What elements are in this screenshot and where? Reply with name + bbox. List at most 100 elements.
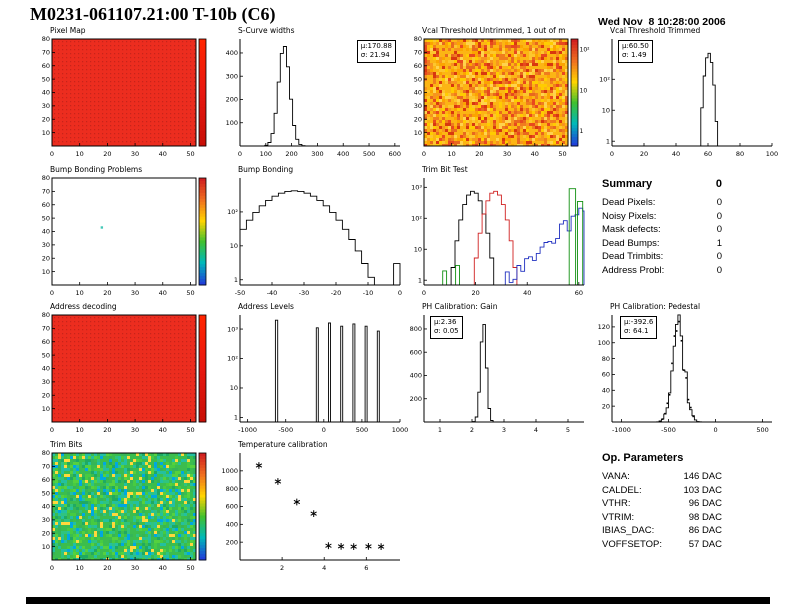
svg-text:30: 30	[42, 241, 50, 249]
svg-text:20: 20	[103, 150, 111, 158]
panel-address-decoding: Address decoding 0 10 20 30 40 50 10 20 30 40 50 60…	[34, 302, 220, 438]
op-parameter-row-value: 86 DAC	[688, 525, 722, 536]
vcal-threshold-trimmed-plot: 0 20 40 60 80 100 1 10 10²	[599, 39, 778, 158]
vcal-threshold-untrimmed-plot: 0 10 20 30 40 50 10 20 30 40 50 60 70 80 10² 10 1	[414, 35, 591, 158]
svg-text:20: 20	[602, 402, 610, 410]
svg-text:40: 40	[42, 503, 50, 511]
svg-text:60: 60	[414, 62, 422, 70]
svg-text:10³: 10³	[227, 325, 238, 333]
svg-text:20: 20	[42, 254, 50, 262]
svg-text:10: 10	[76, 289, 84, 297]
svg-text:-500: -500	[661, 426, 676, 434]
op-parameter-row: VANA: 146 DAC	[602, 471, 722, 482]
trim-bits-plot: 0 10 20 30 40 50 10 20 30 40 50 60 70 80	[42, 449, 207, 572]
svg-text:40: 40	[42, 365, 50, 373]
summary-header: Summary 0	[602, 178, 722, 190]
op-parameter-row: VTHR: 96 DAC	[602, 498, 722, 509]
svg-text:20: 20	[103, 564, 111, 572]
svg-text:20: 20	[414, 115, 422, 123]
op-parameter-row-label: VTRIM:	[602, 511, 635, 523]
svg-text:10²: 10²	[411, 214, 422, 222]
svg-text:60: 60	[575, 289, 583, 297]
plot-title: Trim Bits	[50, 440, 83, 449]
stats-box: μ:170.88 σ: 21.94	[356, 40, 396, 63]
op-parameter-row-value: 57 DAC	[688, 538, 722, 550]
stat-sigma: σ: 1.49	[622, 51, 647, 60]
svg-text:0: 0	[322, 426, 326, 434]
svg-text:600: 600	[389, 150, 401, 158]
pixel-map-plot: 0 10 20 30 40 50 10 20 30 40 50 60 70 80	[42, 35, 207, 158]
plot-title: Pixel Map	[50, 26, 86, 35]
svg-text:10: 10	[602, 106, 610, 114]
svg-text:10: 10	[76, 564, 84, 572]
svg-text:600: 600	[410, 348, 422, 356]
op-parameter-row-value: 98 DAC	[688, 511, 722, 523]
canvas-bottom-border	[26, 597, 770, 604]
summary-row: Dead Trimbits: 0	[602, 251, 722, 262]
svg-text:800: 800	[410, 325, 422, 333]
op-parameter-row-label: VTHR:	[602, 498, 631, 509]
svg-text:0: 0	[610, 150, 614, 158]
temperature-calibration-plot: 2 4 6 200 400 600 800 1000	[222, 453, 400, 572]
timestamp: Wed Nov 8 10:28:00 2006	[598, 16, 726, 28]
panel-bump-bonding: Bump Bonding -50 -40 -30 -20 -10 0 1 10 10²	[222, 165, 408, 301]
panel-bump-bonding-problems: Bump Bonding Problems 0 10 20 30 40 50 10 20 30 4…	[34, 165, 220, 301]
svg-text:0: 0	[50, 564, 54, 572]
svg-text:50: 50	[186, 564, 194, 572]
svg-text:80: 80	[602, 355, 610, 363]
svg-text:50: 50	[186, 289, 194, 297]
svg-text:200: 200	[226, 96, 238, 104]
svg-text:10: 10	[580, 87, 588, 94]
svg-text:0: 0	[713, 426, 717, 434]
svg-text:1: 1	[234, 414, 238, 422]
svg-text:200: 200	[410, 395, 422, 403]
svg-text:500: 500	[356, 426, 368, 434]
summary-title: Summary	[602, 178, 653, 190]
svg-text:10²: 10²	[580, 47, 591, 54]
summary-row-value: 0	[716, 197, 722, 208]
svg-text:40: 40	[414, 89, 422, 97]
svg-text:1: 1	[606, 137, 610, 145]
svg-text:-1000: -1000	[238, 426, 257, 434]
stat-sigma: σ: 64.1	[624, 327, 649, 336]
svg-text:10³: 10³	[411, 184, 422, 192]
summary-row-label: Dead Pixels:	[602, 197, 656, 208]
svg-text:60: 60	[602, 371, 610, 379]
plot-title: Address Levels	[238, 302, 294, 311]
svg-text:200: 200	[226, 538, 238, 546]
svg-text:30: 30	[131, 426, 139, 434]
plot-title: Temperature calibration	[238, 440, 328, 449]
svg-text:20: 20	[42, 529, 50, 537]
svg-text:6: 6	[364, 564, 368, 572]
svg-text:400: 400	[226, 521, 238, 529]
svg-text:80: 80	[42, 449, 50, 457]
svg-text:0: 0	[50, 150, 54, 158]
svg-text:70: 70	[42, 463, 50, 471]
svg-text:30: 30	[414, 102, 422, 110]
svg-text:70: 70	[42, 188, 50, 196]
summary-row-label: Noisy Pixels:	[602, 210, 657, 222]
svg-text:0: 0	[422, 150, 426, 158]
svg-text:10: 10	[42, 543, 50, 551]
svg-text:80: 80	[414, 35, 422, 43]
svg-text:20: 20	[103, 426, 111, 434]
svg-text:100: 100	[260, 150, 272, 158]
svg-text:1000: 1000	[392, 426, 408, 434]
summary-row: Dead Pixels: 0	[602, 197, 722, 208]
address-decoding-plot: 0 10 20 30 40 50 10 20 30 40 50 60 70 80	[42, 311, 207, 434]
svg-text:0: 0	[238, 150, 242, 158]
panel-address-levels: Address Levels -1000 -500 0 500 1000 1 10 10² 10…	[222, 302, 408, 438]
op-parameter-row-value: 96 DAC	[688, 498, 722, 509]
summary-row: Dead Bumps: 1	[602, 238, 722, 249]
svg-text:10: 10	[448, 150, 456, 158]
svg-text:50: 50	[186, 150, 194, 158]
svg-text:10²: 10²	[599, 75, 610, 83]
ph-calibration-pedestal-plot: -1000 -500 0 500 20 40 60 80 100 120	[598, 314, 772, 434]
trim-bit-test-plot: 0 20 40 60 1 10 10² 10³	[411, 178, 585, 297]
svg-text:100: 100	[598, 339, 610, 347]
summary-row-value: 0	[716, 264, 722, 276]
summary-row-label: Mask defects:	[602, 224, 661, 235]
panel-trim-bits: Trim Bits 0 10 20 30 40 50 10 20 30 40 50 60 70 80	[34, 440, 220, 576]
svg-text:30: 30	[42, 378, 50, 386]
